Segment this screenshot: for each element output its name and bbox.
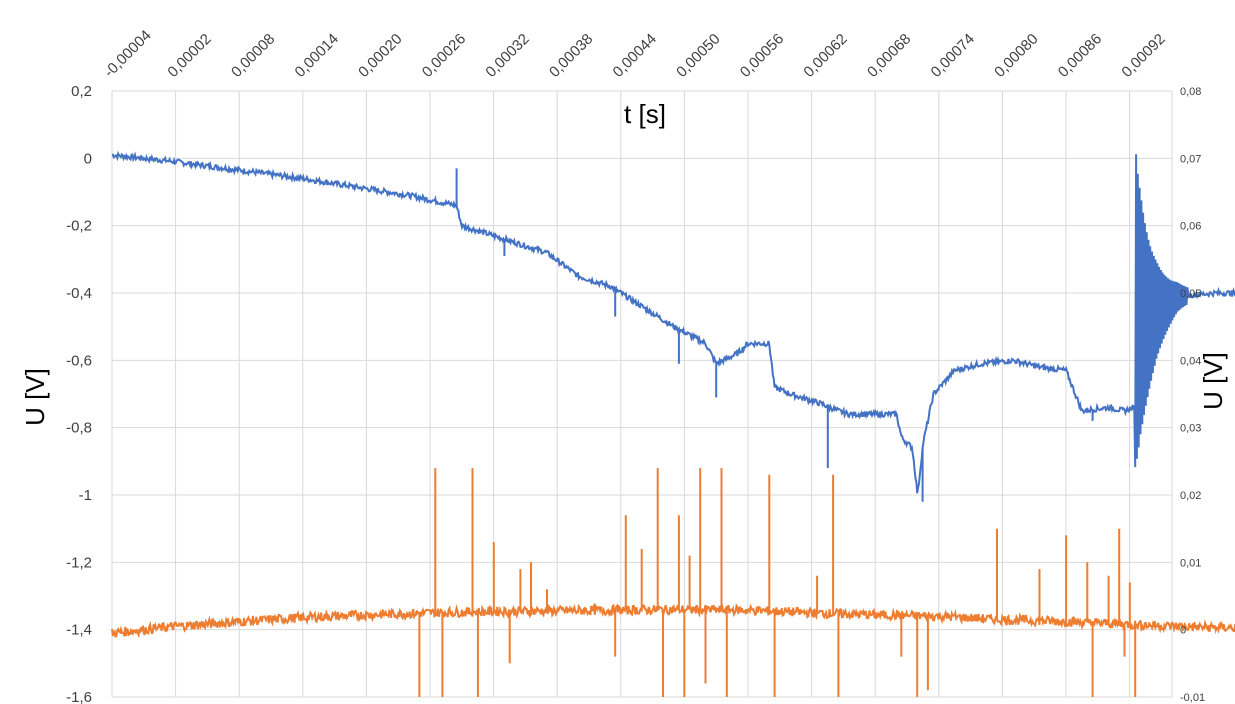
y-tick-label: -1,2 [66, 554, 92, 571]
y2-tick-label: -0,01 [1180, 692, 1205, 704]
y-tick-label: -0,2 [66, 218, 92, 235]
x-tick-label: 0,00020 [355, 30, 405, 80]
x-tick-label: 0,00044 [610, 30, 660, 80]
y-tick-label: -1,4 [66, 622, 92, 639]
x-tick-label: 0,00074 [928, 30, 978, 80]
x-tick-label: 0,00080 [991, 30, 1041, 80]
orange-series-line [111, 468, 1235, 697]
x-tick-label: 0,00026 [419, 30, 469, 80]
x-tick-label: 0,00092 [1118, 30, 1168, 80]
y-tick-label: -0,6 [66, 352, 92, 369]
y2-tick-label: 0,02 [1180, 490, 1201, 502]
gridlines [111, 90, 1173, 698]
x-tick-label: -0,00004 [101, 27, 155, 81]
series-blue [111, 150, 1235, 502]
y-axis-ticks: 0,2 0 -0,2 -0,4 -0,6 -0,8 -1 -1,2 -1,4 -1,6 [66, 83, 92, 704]
x-tick-label: 0,00032 [482, 30, 532, 80]
x-tick-label: 0,00086 [1055, 30, 1105, 80]
y2-tick-label: 0,04 [1180, 355, 1201, 367]
x-tick-label: 0,00056 [737, 30, 787, 80]
y-tick-label: -0,4 [66, 285, 92, 302]
y-tick-label: -1,6 [66, 689, 92, 704]
y-tick-label: 0,2 [71, 83, 92, 100]
y-tick-label: -1 [79, 487, 92, 504]
series-orange [111, 468, 1235, 697]
x-tick-label: 0,00062 [800, 30, 850, 80]
y2-tick-label: 0,07 [1180, 153, 1201, 165]
x-tick-label: 0,00068 [864, 30, 914, 80]
x-tick-label: 0,00002 [164, 30, 214, 80]
y-axis-title: U [V] [20, 368, 50, 426]
y-tick-label: 0 [84, 150, 92, 167]
x-tick-label: 0,00050 [673, 30, 723, 80]
blue-series-line [111, 150, 1235, 502]
y2-tick-label: 0,05 [1180, 288, 1201, 300]
y2-tick-label: 0,06 [1180, 221, 1201, 233]
y-tick-label: -0,8 [66, 420, 92, 437]
x-tick-label: 0,00008 [228, 30, 278, 80]
x-axis-ticks: -0,00004 0,00002 0,00008 0,00014 0,00020 0,00… [101, 27, 1169, 81]
x-tick-label: 0,00038 [546, 30, 596, 80]
x-axis-title: t [s] [624, 99, 666, 129]
y2-axis-title: U [V] [1198, 352, 1228, 410]
y2-tick-label: 0,03 [1180, 423, 1201, 435]
y2-axis-ticks: 0,08 0,07 0,06 0,05 0,04 0,03 0,02 0,01 0 -0,01 [1180, 86, 1205, 704]
y2-tick-label: 0,08 [1180, 86, 1201, 98]
y2-tick-label: 0 [1180, 625, 1186, 637]
y2-tick-label: 0,01 [1180, 557, 1201, 569]
x-tick-label: 0,00014 [292, 30, 342, 80]
